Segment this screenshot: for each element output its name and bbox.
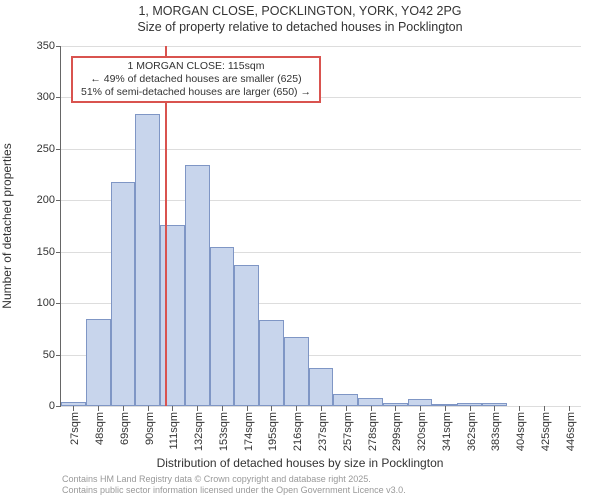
x-tick-mark — [321, 406, 322, 411]
x-tick-label: 299sqm — [391, 412, 403, 451]
x-tick-label: 341sqm — [441, 412, 453, 451]
x-tick-mark — [519, 406, 520, 411]
bar — [185, 165, 210, 406]
x-tick-mark — [197, 406, 198, 411]
x-tick-label: 383sqm — [490, 412, 502, 451]
attribution-line-2: Contains public sector information licen… — [62, 485, 600, 496]
x-tick-label: 404sqm — [515, 412, 527, 451]
x-tick-label: 132sqm — [193, 412, 205, 451]
annotation-line-1: 1 MORGAN CLOSE: 115sqm — [81, 60, 311, 73]
x-tick-mark — [247, 406, 248, 411]
x-tick-mark — [544, 406, 545, 411]
x-tick-mark — [148, 406, 149, 411]
x-tick-label: 27sqm — [69, 412, 81, 445]
y-tick-label: 0 — [49, 400, 61, 412]
x-axis-label: Distribution of detached houses by size … — [0, 456, 600, 470]
x-tick-label: 69sqm — [119, 412, 131, 445]
x-tick-mark — [494, 406, 495, 411]
y-tick-label: 150 — [37, 246, 61, 258]
bar — [111, 182, 136, 406]
annotation-box: 1 MORGAN CLOSE: 115sqm ← 49% of detached… — [71, 56, 321, 103]
x-tick-mark — [172, 406, 173, 411]
x-tick-mark — [470, 406, 471, 411]
x-tick-label: 257sqm — [342, 412, 354, 451]
bar — [408, 399, 433, 406]
bar — [333, 394, 358, 406]
title-line-1: 1, MORGAN CLOSE, POCKLINGTON, YORK, YO42… — [0, 4, 600, 20]
x-tick-label: 362sqm — [466, 412, 478, 451]
bar — [259, 320, 284, 406]
annotation-line-2: ← 49% of detached houses are smaller (62… — [81, 73, 311, 86]
x-tick-mark — [73, 406, 74, 411]
x-tick-mark — [98, 406, 99, 411]
y-axis-label: Number of detached properties — [0, 143, 14, 308]
x-tick-label: 111sqm — [168, 412, 180, 450]
y-tick-label: 350 — [37, 40, 61, 52]
bar — [86, 319, 111, 406]
y-tick-label: 300 — [37, 91, 61, 103]
x-tick-mark — [445, 406, 446, 411]
plot-area: 05010015020025030035027sqm48sqm69sqm90sq… — [60, 46, 581, 407]
bar — [309, 368, 334, 406]
x-tick-label: 320sqm — [416, 412, 428, 451]
x-tick-label: 174sqm — [243, 412, 255, 451]
x-tick-label: 153sqm — [218, 412, 230, 451]
y-tick-label: 50 — [43, 349, 61, 361]
x-tick-label: 195sqm — [267, 412, 279, 451]
x-tick-mark — [569, 406, 570, 411]
x-tick-mark — [222, 406, 223, 411]
x-tick-mark — [395, 406, 396, 411]
x-tick-label: 446sqm — [565, 412, 577, 451]
x-tick-mark — [420, 406, 421, 411]
chart-title: 1, MORGAN CLOSE, POCKLINGTON, YORK, YO42… — [0, 4, 600, 35]
title-line-2: Size of property relative to detached ho… — [0, 20, 600, 36]
attribution-line-1: Contains HM Land Registry data © Crown c… — [62, 474, 600, 485]
x-tick-label: 278sqm — [367, 412, 379, 451]
bar — [160, 225, 185, 406]
x-tick-mark — [346, 406, 347, 411]
bar — [284, 337, 309, 406]
annotation-line-3: 51% of semi-detached houses are larger (… — [81, 86, 311, 99]
y-tick-label: 100 — [37, 297, 61, 309]
bar — [210, 247, 235, 406]
bar — [358, 398, 383, 406]
x-tick-label: 237sqm — [317, 412, 329, 451]
x-tick-mark — [371, 406, 372, 411]
bar — [234, 265, 259, 406]
x-tick-mark — [296, 406, 297, 411]
x-tick-label: 216sqm — [292, 412, 304, 451]
x-tick-label: 425sqm — [540, 412, 552, 451]
bar — [135, 114, 160, 406]
gridline — [61, 46, 581, 47]
x-tick-label: 48sqm — [94, 412, 106, 445]
x-tick-mark — [271, 406, 272, 411]
x-tick-label: 90sqm — [144, 412, 156, 445]
x-tick-mark — [123, 406, 124, 411]
y-tick-label: 250 — [37, 143, 61, 155]
attribution: Contains HM Land Registry data © Crown c… — [0, 474, 600, 497]
y-tick-label: 200 — [37, 194, 61, 206]
